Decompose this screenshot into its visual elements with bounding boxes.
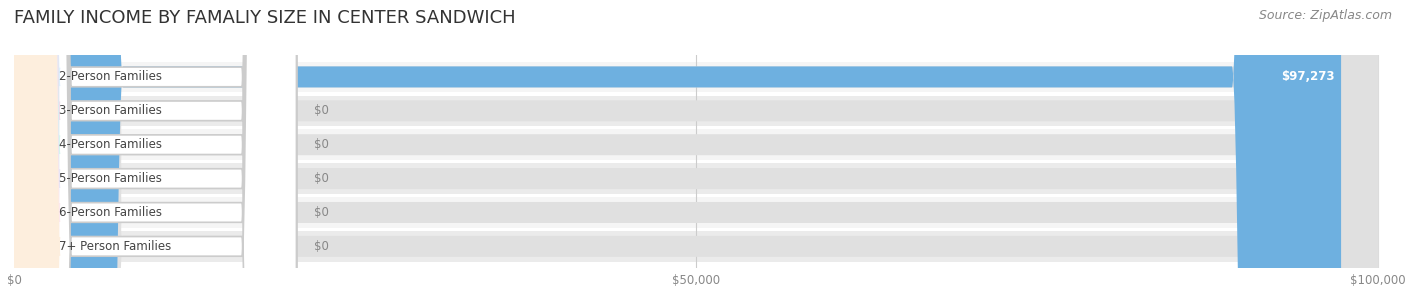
Text: 6-Person Families: 6-Person Families [59,206,162,219]
Text: $0: $0 [314,206,329,219]
Text: $97,273: $97,273 [1281,70,1334,84]
Text: 7+ Person Families: 7+ Person Families [59,240,172,253]
FancyBboxPatch shape [17,0,297,305]
Text: $0: $0 [314,138,329,151]
Bar [14,62,1378,92]
Bar [14,163,1378,194]
Text: $0: $0 [314,104,329,117]
Text: Source: ZipAtlas.com: Source: ZipAtlas.com [1258,9,1392,22]
FancyBboxPatch shape [17,0,297,305]
FancyBboxPatch shape [17,0,297,305]
Text: 4-Person Families: 4-Person Families [59,138,162,151]
Bar [14,95,1378,126]
FancyBboxPatch shape [17,0,297,305]
Text: 3-Person Families: 3-Person Families [59,104,162,117]
FancyBboxPatch shape [14,0,1378,305]
FancyBboxPatch shape [8,0,60,305]
Text: 2-Person Families: 2-Person Families [59,70,162,84]
Text: $0: $0 [314,172,329,185]
FancyBboxPatch shape [14,0,1378,305]
FancyBboxPatch shape [17,0,297,305]
FancyBboxPatch shape [8,0,60,305]
Text: 5-Person Families: 5-Person Families [59,172,162,185]
Bar [14,231,1378,262]
Bar [14,129,1378,160]
FancyBboxPatch shape [14,0,1378,305]
FancyBboxPatch shape [8,0,60,305]
Bar [14,197,1378,228]
FancyBboxPatch shape [17,0,297,305]
Text: $0: $0 [314,240,329,253]
FancyBboxPatch shape [14,0,1378,305]
FancyBboxPatch shape [8,0,60,305]
FancyBboxPatch shape [14,0,1378,305]
Text: FAMILY INCOME BY FAMALIY SIZE IN CENTER SANDWICH: FAMILY INCOME BY FAMALIY SIZE IN CENTER … [14,9,516,27]
FancyBboxPatch shape [8,0,60,305]
FancyBboxPatch shape [8,0,60,305]
FancyBboxPatch shape [14,0,1341,305]
FancyBboxPatch shape [14,0,1378,305]
